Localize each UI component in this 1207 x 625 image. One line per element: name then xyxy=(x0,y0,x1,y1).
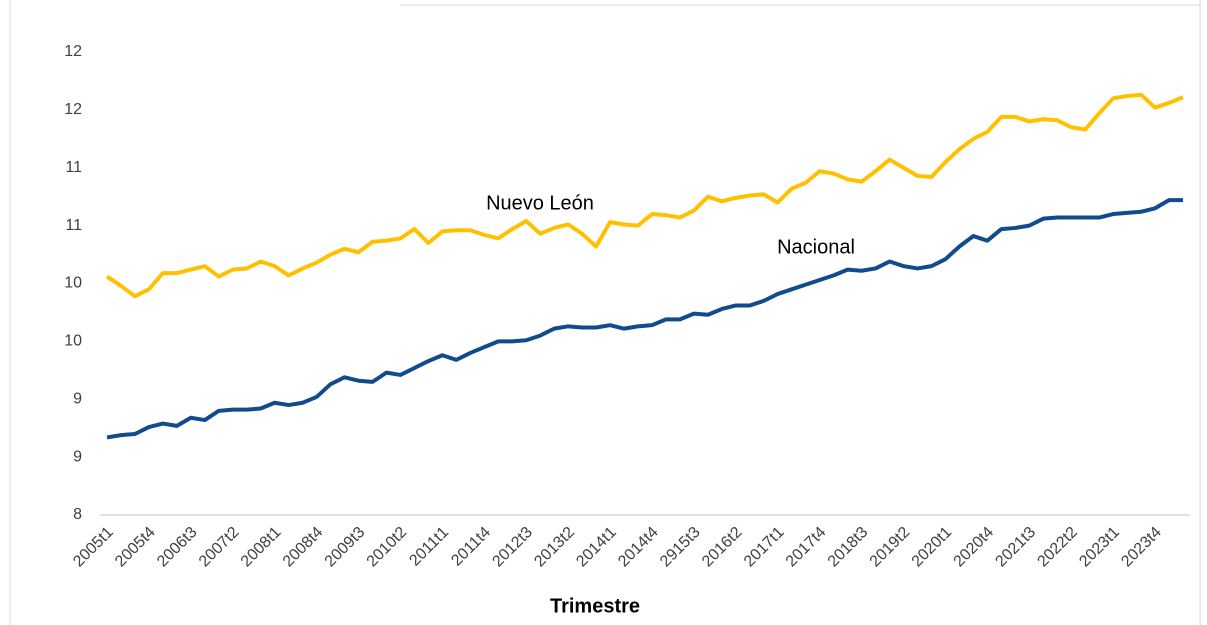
x-tick-label: 2009t3 xyxy=(322,524,369,571)
y-tick-label: 9 xyxy=(73,390,82,407)
x-axis-label: Trimestre xyxy=(550,595,640,617)
x-tick-label: 2014t1 xyxy=(573,524,620,571)
x-tick-label: 2014t4 xyxy=(615,524,662,571)
annotation: Nacional xyxy=(777,236,855,258)
y-tick-label: 11 xyxy=(65,159,82,176)
x-tick-label: 2019t2 xyxy=(867,524,914,571)
x-tick-label: 2005t1 xyxy=(70,524,117,571)
y-tick-label: 8 xyxy=(73,506,82,523)
x-tick-label: 2011t4 xyxy=(448,524,494,570)
x-tick-label: 2005t4 xyxy=(112,524,159,571)
x-tick-label: 2012t3 xyxy=(489,524,536,571)
series-line xyxy=(105,92,1184,299)
x-tick-label: 2018t3 xyxy=(825,524,872,571)
annotation: Nuevo León xyxy=(486,192,594,214)
x-tick-label: 2020t1 xyxy=(909,524,956,571)
y-tick-label: 11 xyxy=(65,217,82,234)
x-tick-label: 2023t4 xyxy=(1118,524,1165,571)
x-tick-label: 2022t2 xyxy=(1034,524,1081,571)
x-tick-label: 2011t1 xyxy=(406,524,452,570)
x-tick-label: 2915t3 xyxy=(657,524,704,571)
x-tick-label: 2008t1 xyxy=(238,524,285,571)
x-tick-label: 2010t2 xyxy=(364,524,411,571)
x-tick-label: 2020t4 xyxy=(951,524,998,571)
x-tick-label: 2013t2 xyxy=(531,524,578,571)
x-tick-label: 2017t1 xyxy=(741,524,788,571)
x-tick-label: 2016t2 xyxy=(699,524,746,571)
y-tick-label: 10 xyxy=(64,275,82,292)
y-tick-label: 12 xyxy=(64,101,82,118)
series-line xyxy=(106,198,1184,440)
y-tick-label: 9 xyxy=(73,448,82,465)
x-tick-label: 2023t1 xyxy=(1076,524,1123,571)
y-tick-label: 12 xyxy=(64,43,82,60)
x-tick-label: 2008t4 xyxy=(280,524,327,571)
y-tick-label: 10 xyxy=(64,333,82,350)
x-tick-label: 2007t2 xyxy=(196,524,243,571)
x-tick-label: 2021t3 xyxy=(992,524,1039,571)
x-tick-label: 2017t4 xyxy=(783,524,830,571)
x-tick-label: 2006t3 xyxy=(154,524,201,571)
